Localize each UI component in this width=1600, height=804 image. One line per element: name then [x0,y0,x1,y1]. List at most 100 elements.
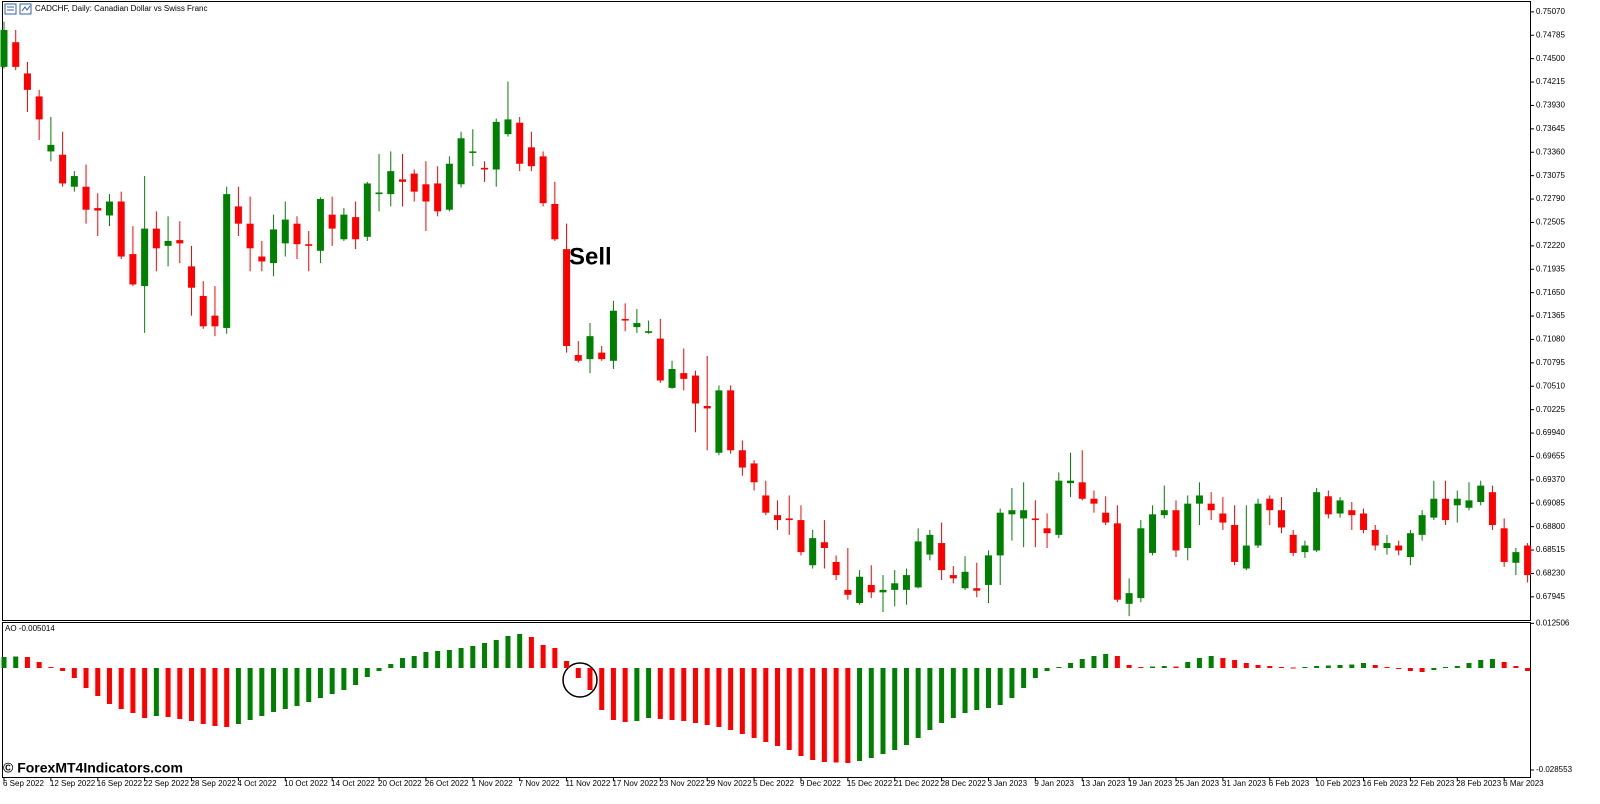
x-tick-label: 21 Dec 2022 [894,779,940,788]
y-tick-label: 0.74500 [1536,54,1565,63]
ao-bar [130,668,136,713]
candle-body [1207,503,1215,511]
ao-bar [317,668,323,698]
x-tick-label: 9 Jan 2023 [1034,779,1074,788]
candle-body [0,29,8,67]
ao-bar [470,646,476,668]
candle-body [551,203,559,240]
ao-bar [212,668,218,726]
candle-body [1125,593,1133,604]
ao-bar [493,640,499,668]
candle-body [188,266,196,288]
candle-body [305,244,313,246]
x-tick-label: 6 Mar 2023 [1503,779,1544,788]
ao-bar [1302,667,1308,668]
candle-body [176,240,184,244]
ao-bar [751,668,757,738]
candle-body [762,495,770,513]
candle-body [1442,498,1450,521]
ao-bar [189,668,195,721]
ao-bar [1478,660,1484,668]
candle-body [539,156,547,204]
candle-body [785,518,793,521]
candle-body [352,217,360,240]
ao-bar [235,668,241,724]
y-tick-label: 0.72220 [1536,241,1565,250]
ao-bar [1501,662,1507,668]
candle-body [1430,498,1438,518]
candle-body [856,576,864,604]
x-tick-label: 22 Feb 2023 [1409,779,1454,788]
candle-body [1313,492,1321,551]
x-tick-label: 11 Nov 2022 [566,779,611,788]
x-tick-label: 22 Sep 2022 [144,779,190,788]
candle-body [715,390,723,453]
candle-body [23,73,31,90]
y-tick-label: 0.73930 [1536,101,1565,110]
x-tick-label: 28 Feb 2023 [1456,779,1501,788]
ao-bar [1220,658,1226,668]
ao-bar [798,668,804,756]
ao-bar [1431,668,1437,670]
ao-bar [458,648,464,668]
ao-bar [1349,664,1355,668]
candle-body [656,338,664,381]
candle-body [1301,545,1309,553]
ao-bar [985,668,991,708]
candle-body [914,541,922,588]
symbol-title: CADCHF, Daily: Canadian Dollar vs Swiss … [35,4,208,13]
ao-bar [833,668,839,763]
candle-body [1277,510,1285,528]
y-tick-label: 0.70510 [1536,381,1565,390]
x-tick-label: 5 Dec 2022 [753,779,794,788]
ao-bar [388,664,394,668]
candle-body [633,323,641,328]
ao-bar [118,668,124,709]
ao-bar [165,668,171,717]
ao-bar [692,668,698,723]
ao-bar [482,643,488,668]
ao-bar [962,668,968,713]
candle-body [1289,534,1297,553]
y-tick-label: 0.74215 [1536,77,1565,86]
candle-body [410,173,418,192]
candle-body [574,355,582,361]
ao-bar [1173,666,1179,668]
candle-body [152,228,160,249]
candle-body [891,583,899,590]
ao-bar [399,658,405,668]
ao-bar [1138,667,1144,668]
ao-bar [1208,656,1214,668]
candle-body [1149,514,1157,553]
candle-body [1195,495,1203,504]
candle-body [1336,500,1344,514]
ao-bar [739,668,745,734]
candle-body [879,589,887,593]
ao-bar [821,668,827,762]
watermark: © ForexMT4Indicators.com [3,760,183,776]
ao-bar [1278,667,1284,668]
ao-bar [763,668,769,742]
candle-body [1371,529,1379,546]
x-tick-label: 4 Oct 2022 [237,779,277,788]
ao-bar [1372,665,1378,668]
x-tick-label: 3 Jan 2023 [987,779,1027,788]
ao-bar [939,668,945,723]
ao-bar [915,668,921,738]
ao-bar [1361,663,1367,668]
ao-bar [1454,666,1460,668]
candle-body [35,96,43,120]
x-tick-label: 10 Oct 2022 [284,779,328,788]
candle-body [809,538,817,566]
candle-body [1172,510,1180,551]
candle-body [363,183,371,237]
candle-body [984,555,992,585]
candle-body [867,584,875,593]
ao-bar [1489,659,1495,668]
candle-body [1043,528,1051,534]
ao-bar [1255,665,1261,668]
candle-body [1324,496,1332,515]
ao-bar [1021,668,1027,688]
candle-body [1137,528,1145,599]
y-tick-label: 0.71365 [1536,311,1565,320]
